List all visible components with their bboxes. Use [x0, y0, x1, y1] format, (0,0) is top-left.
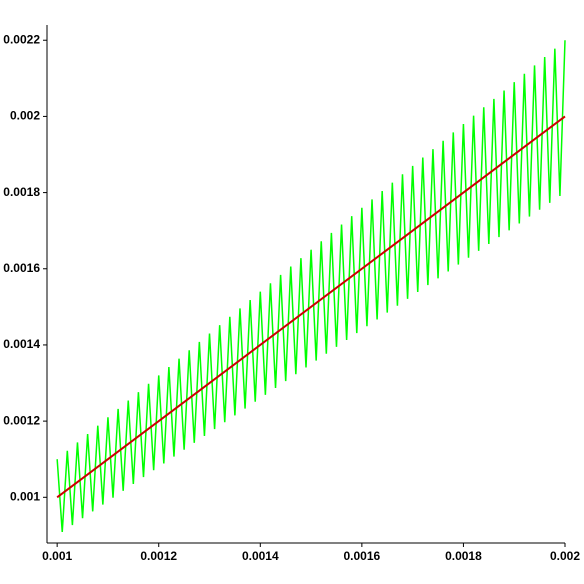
y-tick-label: 0.001 — [10, 489, 40, 503]
y-tick-label: 0.0022 — [3, 32, 40, 46]
x-tick-label: 0.0014 — [242, 549, 279, 563]
y-tick-label: 0.0014 — [3, 337, 40, 351]
y-tick-label: 0.002 — [10, 109, 40, 123]
x-tick-label: 0.0012 — [140, 549, 177, 563]
y-tick-label: 0.0018 — [3, 185, 40, 199]
y-tick-label: 0.0016 — [3, 261, 40, 275]
series-line — [56, 40, 566, 533]
series-line — [56, 115, 566, 499]
x-tick-label: 0.0016 — [344, 549, 381, 563]
x-tick-label: 0.002 — [550, 549, 580, 563]
y-tick-label: 0.0012 — [3, 413, 40, 427]
x-tick-label: 0.0018 — [445, 549, 482, 563]
x-tick-label: 0.001 — [42, 549, 72, 563]
